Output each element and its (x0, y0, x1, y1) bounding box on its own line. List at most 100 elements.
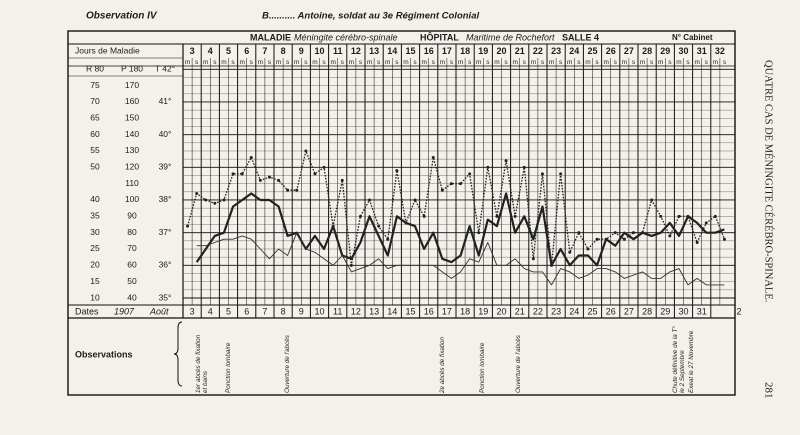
t-tick-label: 40° (159, 129, 172, 139)
day-label: 18 (460, 46, 470, 56)
observation: Ouverture de l'abcès (284, 334, 291, 393)
hopital: Maritime de Rochefort (466, 32, 555, 42)
t-tick-label: 38° (159, 194, 172, 204)
shift-label: s (432, 59, 436, 66)
shift-label: s (341, 59, 345, 66)
shift-label: m (585, 59, 590, 66)
date-label: 9 (299, 306, 304, 316)
day-label: 21 (515, 46, 525, 56)
shift-label: s (395, 59, 399, 66)
observation-number: Observation IV (86, 11, 158, 22)
shift-label: s (213, 59, 217, 66)
shift-label: m (494, 59, 499, 66)
observation: Ponction lombaire (479, 342, 486, 393)
r-tick-label: 75 (90, 80, 100, 90)
point (677, 214, 681, 218)
r-tick-label: R 80 (86, 64, 104, 74)
day-label: 28 (642, 46, 652, 56)
date-label: 28 (642, 306, 652, 316)
shift-label: m (694, 59, 699, 66)
t-tick-label: 37° (159, 227, 172, 237)
day-label: 8 (281, 46, 286, 56)
t-tick-label: 41° (159, 96, 172, 106)
days-label: Jours de Maladie (75, 45, 140, 55)
day-label: 25 (587, 46, 597, 56)
point (577, 231, 581, 235)
date-label: 15 (405, 306, 415, 316)
brace (173, 321, 183, 387)
shift-label: s (377, 59, 381, 66)
shift-label: m (403, 59, 408, 66)
date-label: 29 (660, 306, 670, 316)
point (504, 159, 508, 163)
shift-label: s (231, 59, 235, 66)
shift-label: s (723, 59, 727, 66)
p-tick-label: 100 (125, 194, 139, 204)
r-tick-label: 10 (90, 292, 100, 302)
day-label: 32 (715, 46, 725, 56)
point (513, 214, 517, 218)
point (722, 237, 726, 241)
shift-label: s (577, 59, 581, 66)
shift-label: m (239, 59, 244, 66)
date-label: 23 (551, 306, 561, 316)
point (713, 214, 717, 218)
point (659, 214, 663, 218)
hopital-label: HÔPITAL (420, 31, 459, 42)
point (495, 214, 499, 218)
point (358, 214, 362, 218)
shift-label: m (603, 59, 608, 66)
point (650, 198, 654, 202)
date-label: 8 (281, 306, 286, 316)
shift-label: s (686, 59, 690, 66)
p-tick-label: 40 (127, 292, 137, 302)
shift-label: m (294, 59, 299, 66)
date-label: 22 (533, 306, 543, 316)
date-label: 4 (208, 306, 213, 316)
observation: et bains (202, 370, 209, 393)
shift-label: m (312, 59, 317, 66)
point (531, 257, 535, 261)
day-label: 7 (262, 46, 267, 56)
point (222, 198, 226, 202)
shift-label: m (549, 59, 554, 66)
shift-label: s (504, 59, 508, 66)
day-label: 4 (208, 46, 213, 56)
t-tick-label: 35° (159, 292, 172, 302)
r-tick-label: 70 (90, 96, 100, 106)
point (186, 224, 190, 228)
shift-label: s (632, 59, 636, 66)
point (422, 214, 426, 218)
point (313, 172, 317, 176)
r-tick-label: 20 (90, 260, 100, 270)
r-tick-label: 15 (90, 276, 100, 286)
p-tick-label: 140 (125, 129, 139, 139)
point (258, 178, 262, 182)
point (522, 165, 526, 169)
t-tick-label: T 42° (155, 64, 175, 74)
shift-label: s (250, 59, 254, 66)
point (204, 198, 208, 202)
month: Août (149, 306, 169, 316)
p-tick-label: 160 (125, 96, 139, 106)
p-tick-label: 70 (127, 243, 137, 253)
r-tick-label: 25 (90, 243, 100, 253)
point (459, 182, 463, 186)
point (386, 237, 390, 241)
point (340, 178, 344, 182)
day-label: 19 (478, 46, 488, 56)
shift-label: s (668, 59, 672, 66)
date-label: 5 (226, 306, 231, 316)
day-label: 6 (244, 46, 249, 56)
patient: B.......... Antoine, soldat au 3e Régime… (262, 11, 479, 22)
shift-label: m (440, 59, 445, 66)
day-label: 30 (678, 46, 688, 56)
point (231, 172, 235, 176)
day-label: 16 (424, 46, 434, 56)
point (277, 178, 281, 182)
observation: 2e abcès de fixation (439, 336, 446, 394)
shift-label: s (486, 59, 490, 66)
point (613, 231, 617, 235)
date-label: 26 (606, 306, 616, 316)
